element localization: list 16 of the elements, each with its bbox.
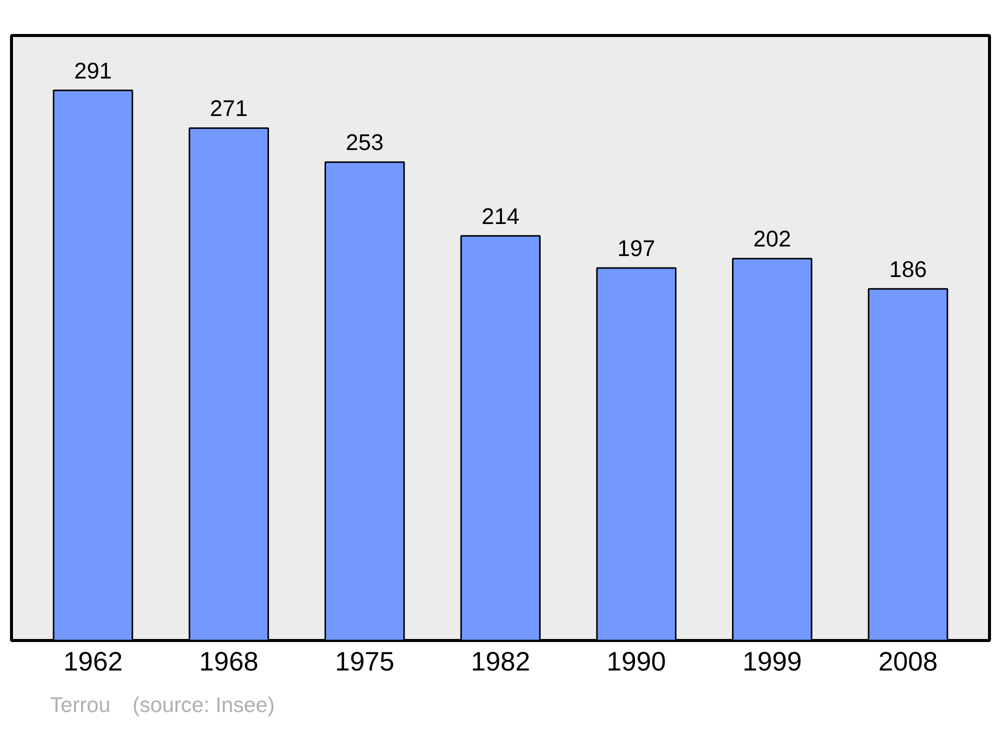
x-tick-label: 1982 [470, 646, 530, 676]
x-tick-label: 1975 [335, 646, 394, 676]
data-label: 214 [482, 202, 520, 229]
data-label: 202 [753, 226, 792, 252]
text: Terrou [50, 692, 110, 719]
data-label: 186 [889, 256, 927, 282]
data-label: 291 [74, 57, 112, 84]
data-label: 253 [346, 129, 384, 156]
data-label: 197 [617, 235, 656, 262]
x-tick-label: 1962 [63, 646, 123, 676]
text: (source: Insee) [132, 692, 275, 719]
x-tick-label: 1968 [199, 646, 258, 676]
data-label: 271 [210, 95, 248, 122]
x-tick-label: 2008 [878, 646, 938, 676]
x-tick-label: 1999 [742, 646, 802, 676]
x-tick-label: 1990 [606, 646, 666, 676]
